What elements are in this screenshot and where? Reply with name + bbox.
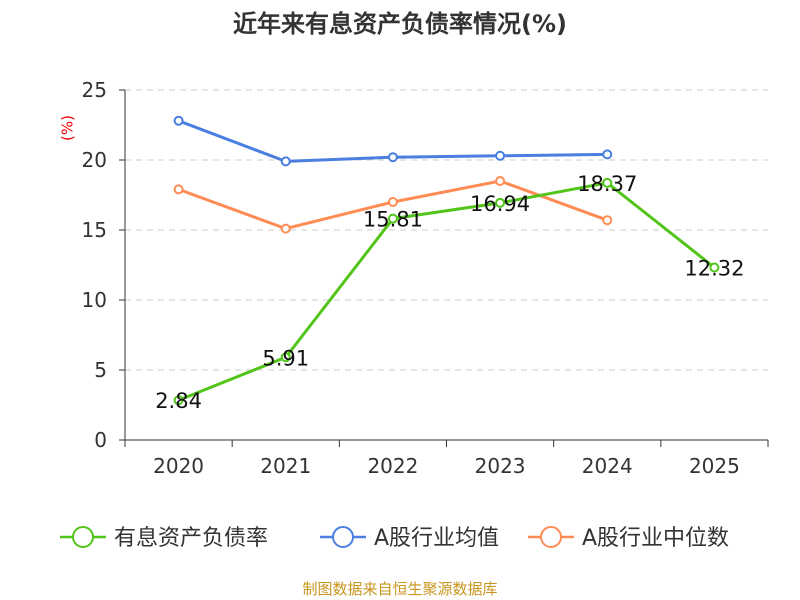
data-point[interactable] [387, 152, 398, 163]
data-point[interactable] [495, 150, 506, 161]
data-label: 15.81 [363, 208, 423, 232]
legend-marker [540, 526, 562, 548]
data-point[interactable] [280, 352, 291, 363]
data-label: 12.32 [684, 257, 744, 281]
data-label: 18.37 [577, 172, 637, 196]
y-tick-label: 10 [82, 288, 107, 312]
data-point[interactable] [387, 213, 398, 224]
chart-title: 近年来有息资产负债率情况(%) [233, 10, 567, 38]
y-axis-unit: (%) [59, 115, 77, 141]
data-label: 5.91 [262, 346, 309, 370]
y-tick-label: 15 [82, 218, 107, 242]
legend-label: 有息资产负债率 [114, 526, 268, 551]
data-point[interactable] [280, 223, 291, 234]
data-point[interactable] [387, 197, 398, 207]
legend-item[interactable]: A股行业均值 [320, 526, 499, 551]
data-label: 16.94 [470, 192, 530, 216]
legend-label: A股行业中位数 [582, 526, 729, 551]
y-tick-label: 5 [94, 358, 107, 382]
legend-marker [332, 526, 354, 548]
x-tick-label: 2023 [475, 454, 526, 478]
y-tick-label: 25 [82, 78, 107, 102]
x-tick-label: 2020 [153, 454, 204, 478]
x-tick-label: 2021 [260, 454, 311, 478]
data-point[interactable] [173, 115, 184, 126]
data-label: 2.84 [155, 389, 202, 413]
legend-label: A股行业均值 [374, 526, 499, 551]
data-point[interactable] [173, 395, 184, 406]
data-point[interactable] [495, 176, 506, 186]
legend-item[interactable]: A股行业中位数 [528, 526, 729, 551]
legend-item[interactable]: 有息资产负债率 [60, 526, 268, 551]
y-tick-label: 20 [82, 148, 107, 172]
data-point[interactable] [602, 177, 613, 188]
x-tick-label: 2025 [689, 454, 740, 478]
data-point[interactable] [602, 215, 613, 226]
x-tick-label: 2024 [582, 454, 633, 478]
data-point[interactable] [495, 197, 506, 208]
source-note: 制图数据来自恒生聚源数据库 [302, 580, 497, 598]
legend-marker [72, 526, 94, 548]
data-point[interactable] [709, 262, 720, 273]
data-point[interactable] [602, 149, 613, 160]
y-tick-label: 0 [94, 428, 107, 452]
series-line [178, 181, 716, 402]
data-point[interactable] [280, 156, 291, 167]
x-tick-label: 2022 [367, 454, 418, 478]
data-point[interactable] [173, 184, 184, 195]
